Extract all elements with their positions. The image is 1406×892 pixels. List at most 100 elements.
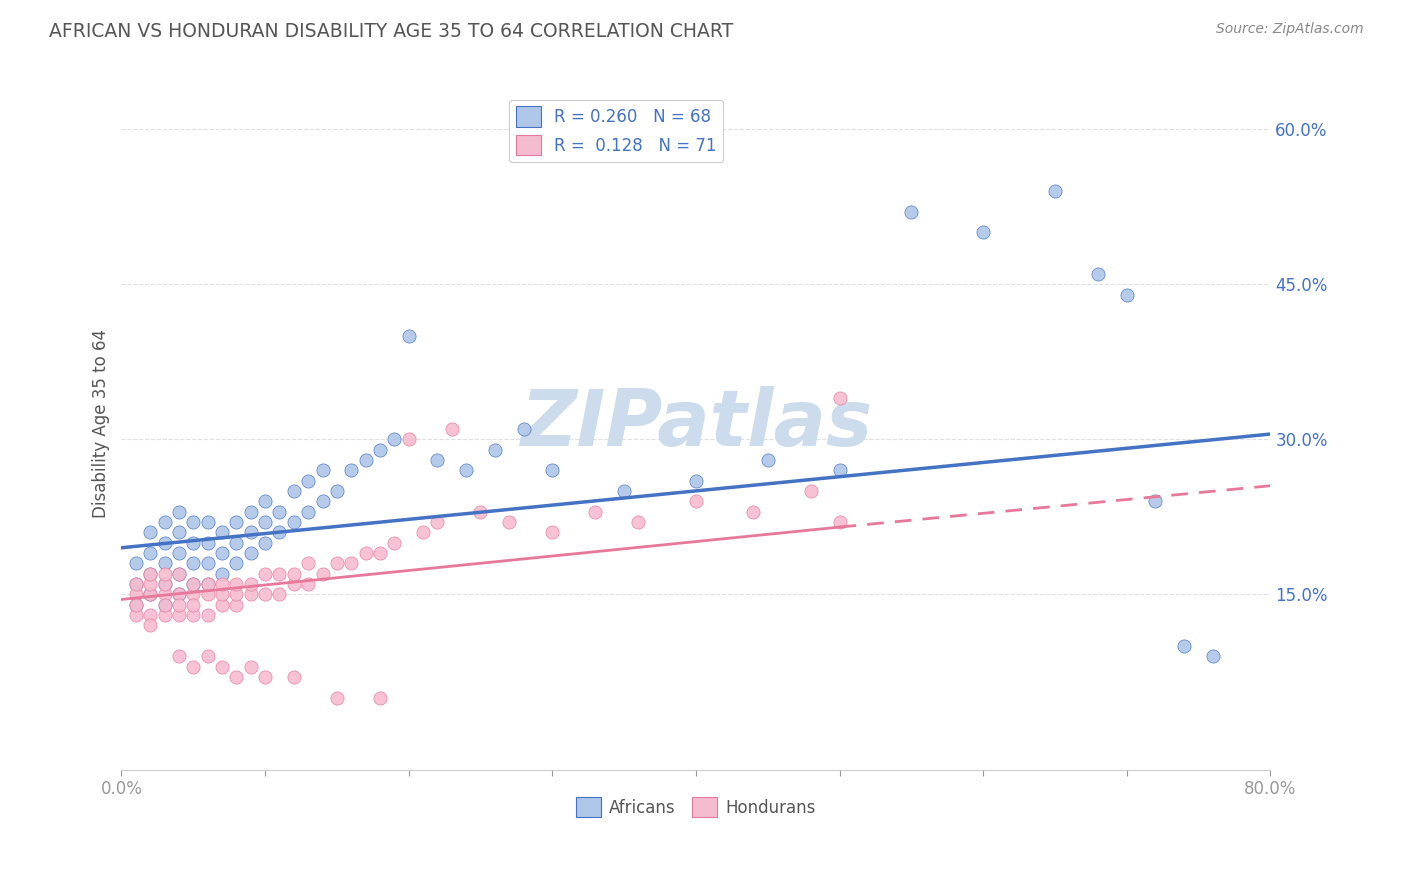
Point	[254, 587, 277, 601]
Point	[756, 453, 779, 467]
Point	[541, 525, 564, 540]
Point	[197, 556, 219, 570]
Point	[181, 515, 204, 529]
Point	[326, 556, 349, 570]
Point	[225, 515, 247, 529]
Point	[283, 483, 305, 498]
Point	[139, 618, 162, 632]
Point	[239, 525, 262, 540]
Point	[153, 535, 176, 549]
Point	[167, 546, 190, 560]
Point	[398, 329, 420, 343]
Point	[426, 453, 449, 467]
Point	[139, 587, 162, 601]
Point	[368, 442, 391, 457]
Point	[613, 483, 636, 498]
Point	[254, 515, 277, 529]
Point	[498, 515, 520, 529]
Point	[153, 607, 176, 622]
Point	[125, 577, 148, 591]
Point	[153, 556, 176, 570]
Point	[354, 453, 377, 467]
Point	[139, 577, 162, 591]
Point	[181, 535, 204, 549]
Point	[1202, 649, 1225, 664]
Point	[254, 566, 277, 581]
Point	[167, 566, 190, 581]
Point	[211, 546, 233, 560]
Point	[1144, 494, 1167, 508]
Point	[283, 577, 305, 591]
Point	[470, 505, 492, 519]
Point	[311, 463, 333, 477]
Point	[426, 515, 449, 529]
Point	[239, 505, 262, 519]
Point	[225, 556, 247, 570]
Point	[197, 649, 219, 664]
Point	[398, 432, 420, 446]
Point	[412, 525, 434, 540]
Point	[211, 598, 233, 612]
Point	[153, 587, 176, 601]
Point	[167, 607, 190, 622]
Point	[125, 577, 148, 591]
Point	[440, 422, 463, 436]
Point	[167, 598, 190, 612]
Point	[297, 556, 319, 570]
Point	[125, 598, 148, 612]
Point	[125, 587, 148, 601]
Point	[239, 546, 262, 560]
Point	[283, 670, 305, 684]
Point	[254, 670, 277, 684]
Point	[269, 525, 291, 540]
Point	[297, 474, 319, 488]
Point	[297, 505, 319, 519]
Point	[139, 587, 162, 601]
Point	[239, 587, 262, 601]
Point	[225, 598, 247, 612]
Text: ZIPatlas: ZIPatlas	[520, 385, 872, 462]
Point	[167, 587, 190, 601]
Point	[326, 690, 349, 705]
Point	[139, 607, 162, 622]
Point	[211, 525, 233, 540]
Point	[340, 463, 363, 477]
Point	[269, 566, 291, 581]
Text: Source: ZipAtlas.com: Source: ZipAtlas.com	[1216, 22, 1364, 37]
Point	[167, 505, 190, 519]
Point	[354, 546, 377, 560]
Point	[685, 474, 707, 488]
Point	[254, 494, 277, 508]
Point	[368, 546, 391, 560]
Point	[181, 598, 204, 612]
Point	[1115, 287, 1137, 301]
Point	[828, 391, 851, 405]
Point	[239, 659, 262, 673]
Point	[181, 556, 204, 570]
Point	[225, 535, 247, 549]
Point	[125, 598, 148, 612]
Point	[153, 515, 176, 529]
Point	[828, 463, 851, 477]
Point	[167, 649, 190, 664]
Point	[181, 587, 204, 601]
Point	[742, 505, 765, 519]
Point	[900, 204, 922, 219]
Point	[139, 525, 162, 540]
Point	[283, 515, 305, 529]
Point	[181, 659, 204, 673]
Point	[139, 566, 162, 581]
Point	[181, 577, 204, 591]
Point	[1173, 639, 1195, 653]
Point	[181, 607, 204, 622]
Point	[269, 587, 291, 601]
Point	[139, 546, 162, 560]
Point	[211, 566, 233, 581]
Point	[1043, 184, 1066, 198]
Text: AFRICAN VS HONDURAN DISABILITY AGE 35 TO 64 CORRELATION CHART: AFRICAN VS HONDURAN DISABILITY AGE 35 TO…	[49, 22, 734, 41]
Point	[153, 566, 176, 581]
Point	[211, 659, 233, 673]
Point	[125, 556, 148, 570]
Point	[1087, 267, 1109, 281]
Point	[167, 525, 190, 540]
